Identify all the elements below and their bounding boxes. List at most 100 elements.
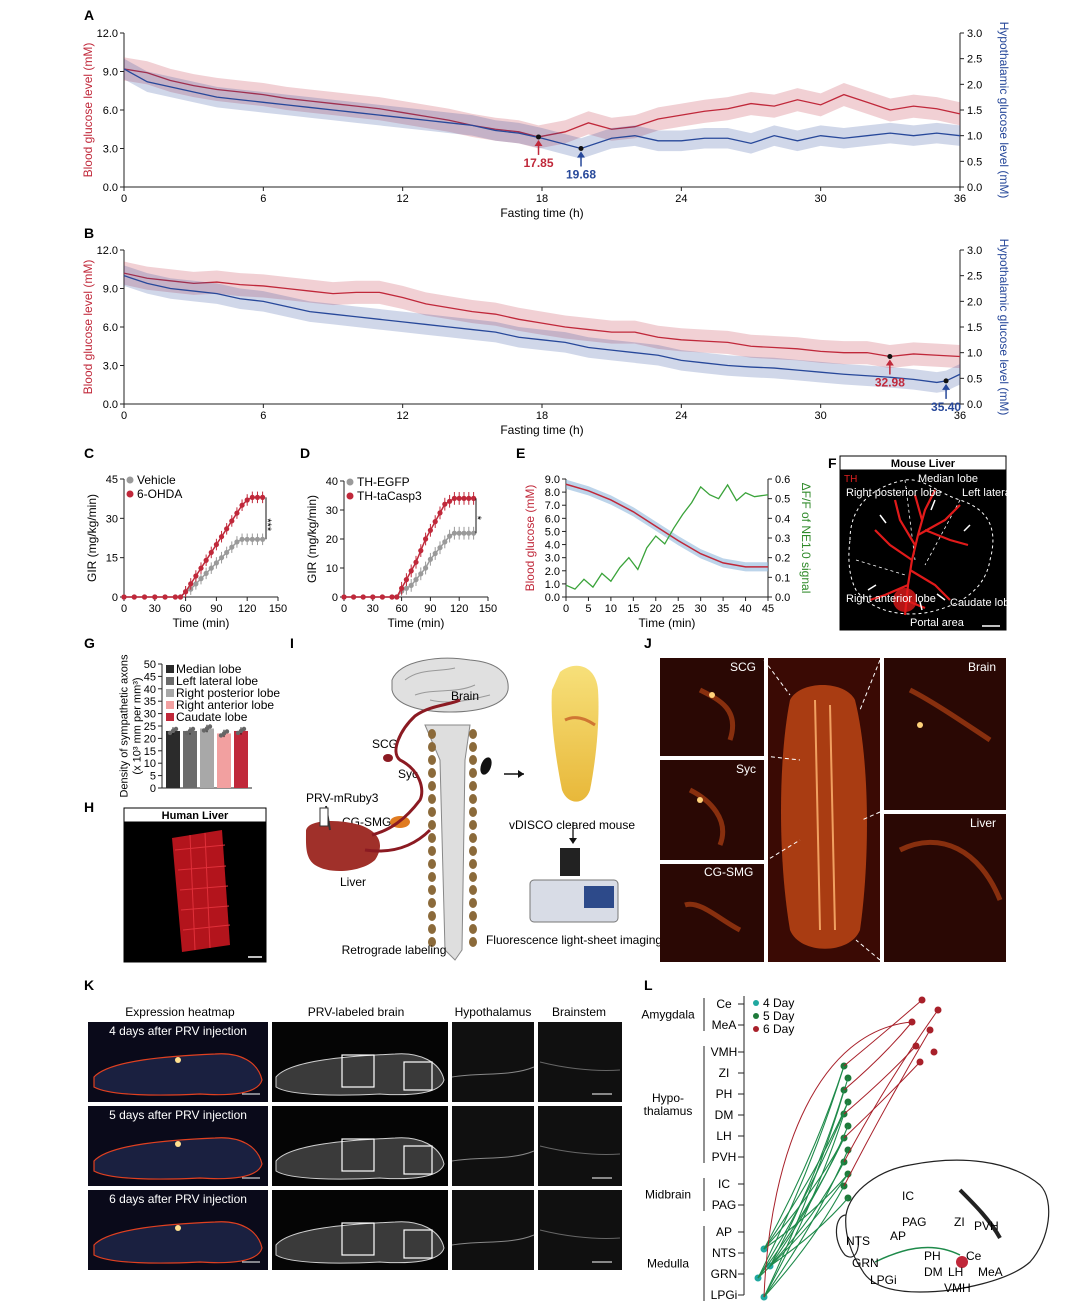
x-tick-label: 40 xyxy=(739,603,751,615)
gir-point xyxy=(254,494,261,500)
x-tick-label: 90 xyxy=(424,603,436,615)
legend-label: Right posterior lobe xyxy=(176,686,280,700)
legend-6day: 6 Day xyxy=(763,1022,794,1036)
bar-3 xyxy=(217,733,231,788)
legend-marker xyxy=(126,490,134,498)
l-arrow-red xyxy=(843,1061,921,1139)
legend-dot-6day xyxy=(753,1026,759,1032)
chart-d: 0 10 20 30 40 0 30 60 90 120 150 Time (min) GIR (mg/… xyxy=(305,475,497,630)
panel-label-f: F xyxy=(828,455,837,471)
k-brainstem-tile xyxy=(538,1022,622,1102)
f-label-right-anterior: Right anterior lobe xyxy=(846,593,936,605)
j-zoom-lines xyxy=(763,659,881,961)
legend-label: Left lateral lobe xyxy=(176,674,258,688)
y2-tick-label: 2.5 xyxy=(967,271,982,283)
x-tick-label: 35 xyxy=(717,603,729,615)
gir-point xyxy=(193,573,199,579)
gir-line-1 xyxy=(124,496,263,598)
y-axis-label: Blood glucose (mM) xyxy=(523,485,537,592)
vertebra-left xyxy=(428,885,436,895)
scg-node xyxy=(383,754,393,762)
y-axis-label: GIR (mg/kg/min) xyxy=(85,494,99,582)
f-label-median-lobe: Median lobe xyxy=(918,473,978,485)
y2-tick-label: 0.2 xyxy=(775,553,790,565)
y-tick-label: 1.0 xyxy=(545,579,560,591)
i-arrowhead-down xyxy=(569,838,577,844)
gir-point xyxy=(461,530,467,536)
f-label-left-lateral: Left lateral lobe xyxy=(962,487,1037,499)
gir-point xyxy=(229,544,235,550)
human-liver-image: Human Liver xyxy=(123,807,267,963)
gir-point xyxy=(432,550,438,557)
gir-point xyxy=(394,594,400,600)
y2-tick-label: 2.0 xyxy=(967,79,982,91)
panel-label-h: H xyxy=(84,799,94,815)
gir-line-1 xyxy=(344,497,474,598)
liver-drawing xyxy=(305,820,380,872)
gir-point xyxy=(389,594,395,600)
spinal-cord xyxy=(424,724,471,961)
gir-point xyxy=(379,594,385,600)
gir-point xyxy=(456,495,462,501)
y-axis-label: Blood glucose level (mM) xyxy=(81,43,95,178)
gir-point xyxy=(239,536,245,542)
threshold-point xyxy=(578,146,584,151)
legend-label: Caudate lobe xyxy=(176,710,248,724)
prv-brain-panel: Expression heatmap PRV-labeled brain Hyp… xyxy=(88,1005,622,1270)
vertebra-right xyxy=(469,911,477,921)
gir-point xyxy=(213,560,219,566)
gir-point xyxy=(437,510,443,516)
l-arrow-green xyxy=(763,1113,845,1298)
panel-label-b: B xyxy=(84,225,94,241)
y2-tick-label: 0.0 xyxy=(967,399,982,411)
j-label-brain: Brain xyxy=(968,660,996,674)
panel-label-a: A xyxy=(84,7,94,23)
threshold-point xyxy=(536,134,542,140)
gir-point xyxy=(203,557,209,563)
x-tick-label: 120 xyxy=(450,603,468,615)
l-brain-outline xyxy=(845,1159,1050,1293)
y-tick-label: 3.0 xyxy=(103,361,118,373)
gir-point xyxy=(224,549,230,556)
y-tick-label: 35 xyxy=(144,696,156,708)
legend-label: Vehicle xyxy=(137,473,176,487)
microscope-objective xyxy=(560,848,580,876)
y-tick-label: 2.0 xyxy=(545,566,560,578)
l-arrow-green xyxy=(757,1101,849,1279)
y-tick-label: 3.0 xyxy=(545,553,560,565)
legend-dot-4day xyxy=(753,1000,759,1006)
vertebra-left xyxy=(428,794,436,804)
i-arrowhead xyxy=(518,770,524,778)
f-label-right-posterior: Right posterior lobe xyxy=(846,487,941,499)
threshold-arrowhead xyxy=(942,383,951,390)
l-brain-label-lh: LH xyxy=(948,1265,963,1279)
bar-dot xyxy=(207,724,213,729)
j-tissue-signal xyxy=(684,687,1003,933)
vertebra-left xyxy=(428,820,436,830)
y-tick-label: 0.0 xyxy=(103,399,118,411)
vertebra-left xyxy=(428,898,436,908)
l-arrow-green xyxy=(763,1077,849,1298)
series-line-1 xyxy=(123,68,961,150)
x-tick-label: 20 xyxy=(650,603,662,615)
bar-dot xyxy=(173,726,179,732)
gir-point xyxy=(437,545,443,551)
y-tick-label: 10 xyxy=(144,758,156,770)
y-tick-label: 10 xyxy=(326,563,338,575)
y2-tick-label: 0.5 xyxy=(967,156,982,168)
y-tick-label: 9.0 xyxy=(545,474,560,486)
vertebra-right xyxy=(469,937,477,947)
y-tick-label: 6.0 xyxy=(103,322,118,334)
y-tick-label: 0 xyxy=(112,592,118,604)
i-caption-lightsheet: Fluorescence light-sheet imaging xyxy=(486,933,662,947)
l-region-pag: PAG xyxy=(712,1198,736,1212)
sem-band-0 xyxy=(124,57,960,149)
gir-point xyxy=(413,559,419,565)
l-node-6day xyxy=(930,1048,938,1056)
f-arrowheads xyxy=(867,499,971,611)
vertebra-right xyxy=(469,794,477,804)
bar-dot xyxy=(190,726,196,732)
gir-point xyxy=(239,502,245,508)
